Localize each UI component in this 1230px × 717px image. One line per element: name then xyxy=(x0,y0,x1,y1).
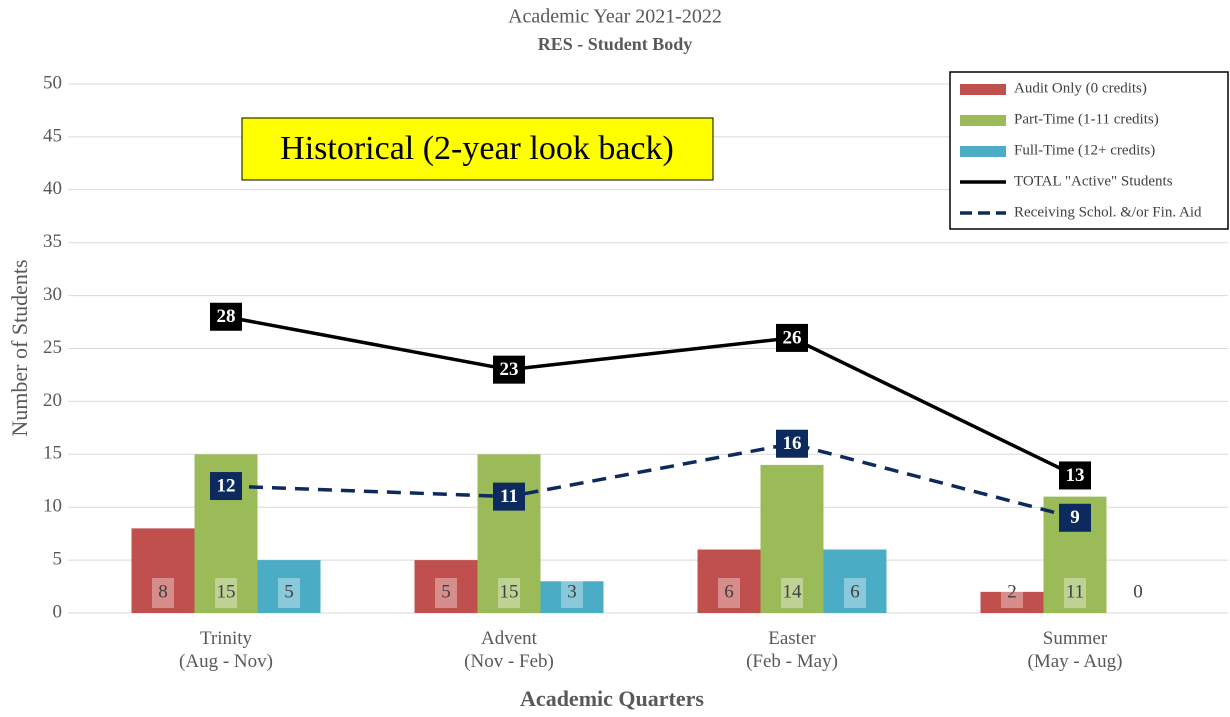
data-label: 5 xyxy=(441,581,451,602)
legend-label: TOTAL "Active" Students xyxy=(1014,173,1173,189)
bar xyxy=(823,549,887,613)
data-label-box xyxy=(493,355,525,384)
data-label: 13 xyxy=(1066,465,1085,486)
data-label-box xyxy=(1001,578,1023,608)
data-label-box xyxy=(718,578,740,608)
data-label: 23 xyxy=(500,359,519,380)
data-label-box xyxy=(1059,461,1091,490)
y-tick-label: 50 xyxy=(43,72,62,93)
data-label: 9 xyxy=(1070,507,1080,528)
legend-label: Part-Time (1-11 credits) xyxy=(1014,111,1159,127)
y-tick-label: 5 xyxy=(53,548,63,569)
legend-swatch xyxy=(960,115,1006,126)
y-tick-label: 35 xyxy=(43,231,62,252)
legend-label: Full-Time (12+ credits) xyxy=(1014,142,1155,158)
data-label-box xyxy=(278,578,300,608)
y-tick-label: 40 xyxy=(43,178,62,199)
bar xyxy=(131,528,195,613)
data-label-box xyxy=(561,578,583,608)
y-tick-label: 20 xyxy=(43,390,62,411)
legend-swatch xyxy=(960,146,1006,157)
data-label-box xyxy=(776,323,808,352)
chart-title: Academic Year 2021-2022 xyxy=(508,6,722,28)
data-label: 6 xyxy=(850,581,860,602)
y-tick-label: 0 xyxy=(53,601,63,622)
y-tick-label: 10 xyxy=(43,496,62,517)
legend-label: Audit Only (0 credits) xyxy=(1014,80,1147,96)
bar xyxy=(697,549,761,613)
x-axis-label: Academic Quarters xyxy=(520,686,704,711)
y-tick-label: 45 xyxy=(43,125,62,146)
data-label-box xyxy=(435,578,457,608)
data-label: 15 xyxy=(500,581,519,602)
annotation: Historical (2-year look back) xyxy=(280,130,674,167)
data-label: 2 xyxy=(1007,581,1017,602)
x-tick-label: Advent (Nov - Feb) xyxy=(464,628,554,672)
data-label: 14 xyxy=(783,581,803,602)
bar xyxy=(760,464,824,613)
data-label: 5 xyxy=(284,581,294,602)
data-label-box xyxy=(493,482,525,511)
y-tick-label: 30 xyxy=(43,284,62,305)
bar xyxy=(540,581,604,613)
data-label-box xyxy=(844,578,866,608)
bar xyxy=(477,454,541,613)
data-label: 6 xyxy=(724,581,734,602)
x-tick-label: Trinity (Aug - Nov) xyxy=(179,628,273,672)
data-label-box xyxy=(210,302,242,331)
data-label: 8 xyxy=(158,581,168,602)
data-label-box xyxy=(781,578,803,608)
data-label-box xyxy=(1059,503,1091,532)
data-label-box xyxy=(776,429,808,458)
data-label: 12 xyxy=(217,475,236,496)
data-label: 11 xyxy=(1066,581,1084,602)
data-label-box xyxy=(152,578,174,608)
bar xyxy=(257,560,321,613)
legend-swatch xyxy=(960,84,1006,95)
data-label-box xyxy=(210,472,242,501)
x-tick-label: Easter (Feb - May) xyxy=(746,628,838,672)
data-label: 0 xyxy=(1133,581,1143,602)
data-label: 26 xyxy=(783,327,802,348)
data-label: 15 xyxy=(217,581,236,602)
data-label: 16 xyxy=(783,433,802,454)
data-label: 28 xyxy=(217,306,236,327)
line xyxy=(225,315,1076,478)
y-axis-label: Number of Students xyxy=(7,259,32,436)
data-label-box xyxy=(1127,578,1149,608)
data-label-box xyxy=(215,578,237,608)
y-tick-label: 15 xyxy=(43,443,62,464)
bar xyxy=(980,591,1044,613)
data-label-box xyxy=(1064,578,1086,608)
y-tick-label: 25 xyxy=(43,337,62,358)
legend-label: Receiving Schol. &/or Fin. Aid xyxy=(1014,204,1202,220)
x-tick-label: Summer (May - Aug) xyxy=(1027,628,1123,672)
data-label-box xyxy=(498,578,520,608)
data-label: 3 xyxy=(567,581,577,602)
annotation-box xyxy=(241,117,714,181)
bar xyxy=(414,560,478,613)
chart-subtitle: RES - Student Body xyxy=(538,34,693,54)
line xyxy=(225,441,1076,520)
data-label: 11 xyxy=(500,486,518,507)
